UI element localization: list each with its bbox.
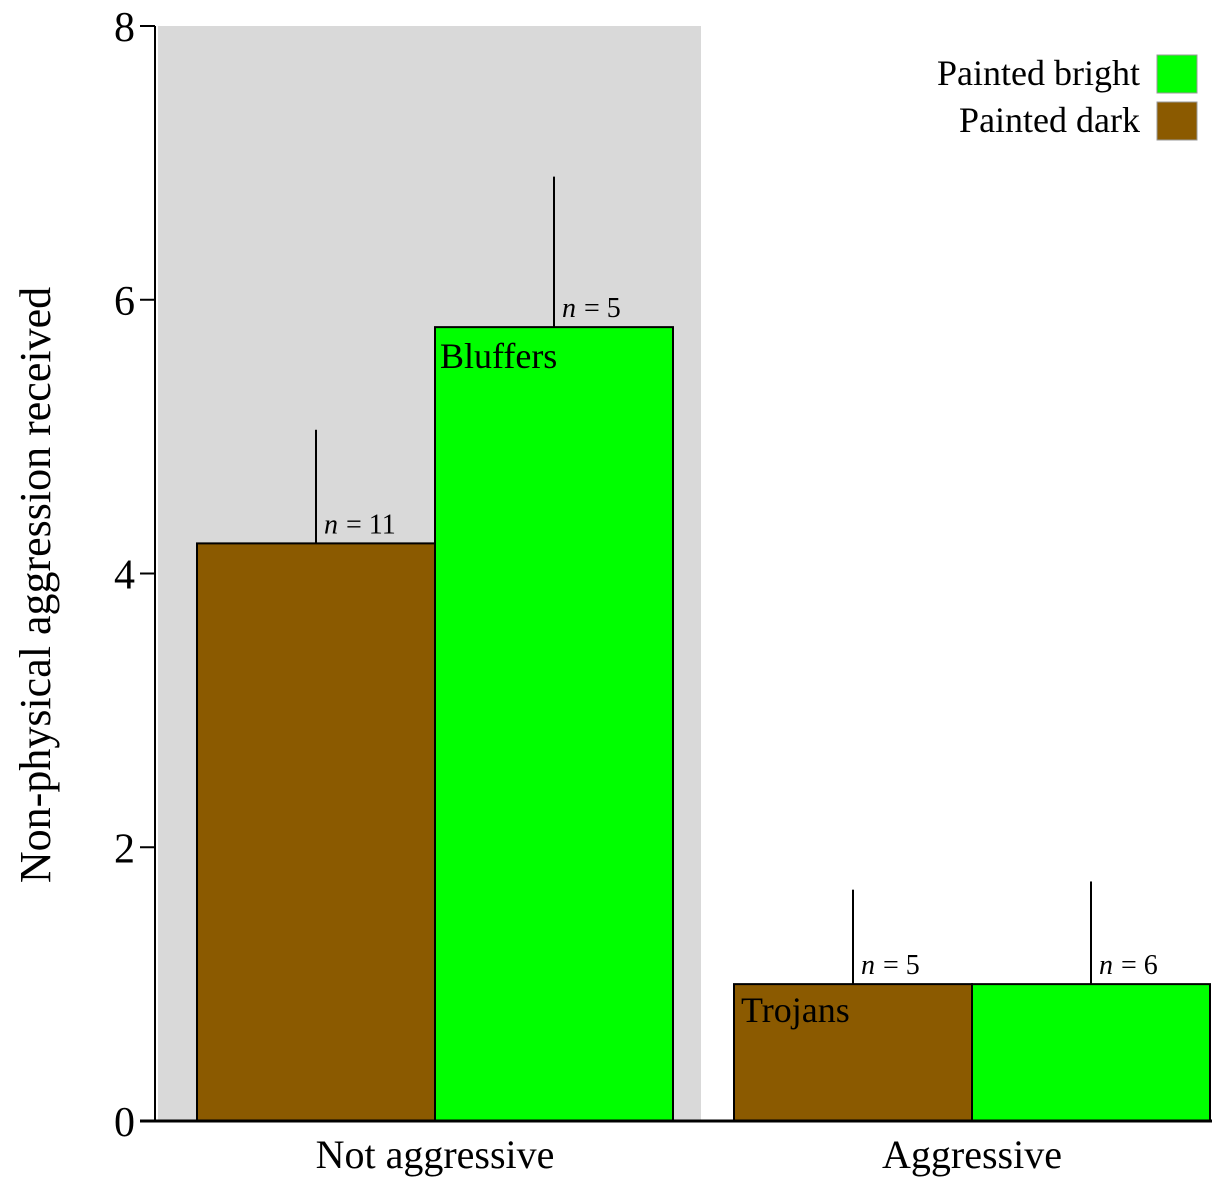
n-label: n = 11 [324, 509, 396, 540]
bar [197, 543, 435, 1121]
chart: Non-physical aggression received 0 2 4 6 8 No… [0, 0, 1212, 1181]
n-label: n = 6 [1099, 950, 1158, 981]
x-tick-label: Not aggressive [316, 1132, 555, 1177]
y-tick-label: 2 [114, 826, 135, 872]
x-tick-label: Aggressive [882, 1132, 1062, 1177]
y-tick-label: 8 [114, 5, 135, 51]
n-symbol: n [324, 509, 338, 540]
legend-swatch [1157, 55, 1197, 93]
y-tick-label: 6 [114, 279, 135, 325]
bar [435, 327, 673, 1121]
y-tick-label: 4 [114, 553, 135, 599]
n-value: = 11 [346, 509, 396, 540]
y-tick-label: 0 [114, 1100, 135, 1146]
n-value: = 5 [584, 293, 621, 324]
n-symbol: n [1099, 950, 1113, 981]
n-value: = 5 [883, 950, 920, 981]
legend-label: Painted dark [959, 100, 1140, 140]
bar [972, 984, 1210, 1121]
legend-label: Painted bright [937, 53, 1140, 93]
n-value: = 6 [1121, 950, 1158, 981]
annotation: Trojans [741, 990, 850, 1030]
n-symbol: n [562, 293, 576, 324]
legend-swatch [1157, 102, 1197, 140]
n-symbol: n [861, 950, 875, 981]
y-axis-title: Non-physical aggression received [11, 287, 60, 883]
n-label: n = 5 [861, 950, 920, 981]
n-label: n = 5 [562, 293, 621, 324]
annotation: Bluffers [440, 336, 557, 376]
